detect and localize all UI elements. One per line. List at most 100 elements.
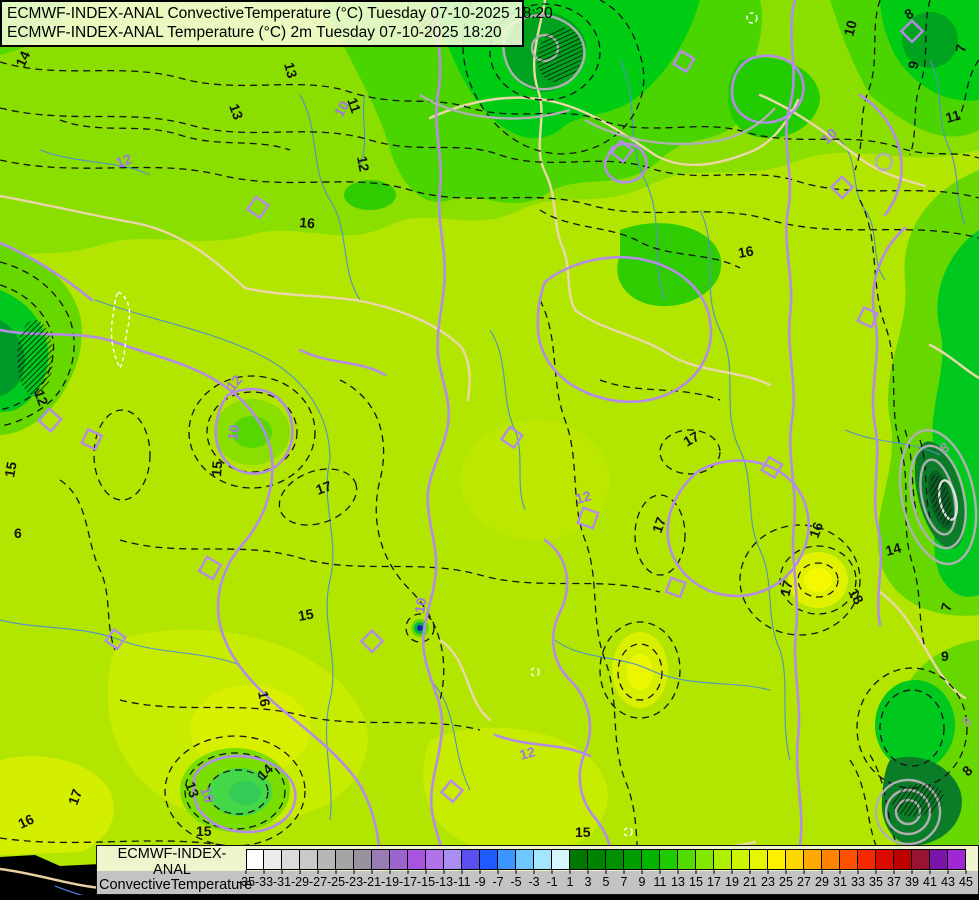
colorbar-cell <box>642 849 660 870</box>
colorbar-tickmark <box>281 870 283 874</box>
colorbar-tick-label: -13 <box>434 875 454 889</box>
colorbar-tick-label: -23 <box>344 875 364 889</box>
colorbar-tickmark <box>713 870 715 874</box>
colorbar-tickmark <box>677 870 679 874</box>
colorbar-tickmark <box>497 870 499 874</box>
colorbar-cell <box>786 849 804 870</box>
legend-meta: ECMWF-INDEX-ANAL ConvectiveTemperature °… <box>99 846 252 900</box>
colorbar-cell <box>678 849 696 870</box>
colorbar-cell <box>768 849 786 870</box>
colorbar-tickmark <box>407 870 409 874</box>
colorbar-cell <box>912 849 930 870</box>
colorbar-cell <box>660 849 678 870</box>
contour-label: 17 <box>65 787 85 807</box>
colorbar-tick-label: -3 <box>528 875 540 889</box>
contour-label-layer: 14 13 13 11 12 16 16 12 15 6 15 17 17 17 16 14 18 17 15 16 1… <box>1 5 976 840</box>
colorbar-cell <box>444 849 462 870</box>
colorbar-tickmark <box>803 870 805 874</box>
colorbar-tickmark <box>461 870 463 874</box>
colorbar-tick-label: -9 <box>474 875 486 889</box>
colorbar-tick-label: 39 <box>905 875 919 889</box>
colorbar-cell <box>570 849 588 870</box>
colorbar-cell <box>840 849 858 870</box>
colorbar-tick-label: -19 <box>380 875 400 889</box>
colorbar-cell <box>750 849 768 870</box>
colorbar-tick-label: 29 <box>815 875 829 889</box>
colorbar-tickmark <box>839 870 841 874</box>
colorbar-tick-label: 37 <box>887 875 901 889</box>
colorbar-tickmark <box>641 870 643 874</box>
colorbar-tick-label: 27 <box>797 875 811 889</box>
contour-label: 7 <box>937 601 955 613</box>
colorbar-cell <box>246 849 264 870</box>
colorbar-tickmark <box>947 870 949 874</box>
colorbar-tickmark <box>623 870 625 874</box>
contour-label: 13 <box>281 61 301 80</box>
contour-label: 9 <box>904 59 922 71</box>
colorbar-cell <box>822 849 840 870</box>
bottom-black-strip <box>0 895 979 900</box>
contour-label: 16 <box>16 811 37 832</box>
colorbar-cell <box>264 849 282 870</box>
colorbar-tick-label: -15 <box>416 875 436 889</box>
colorbar <box>246 849 966 870</box>
colorbar-tick-label: 5 <box>602 875 610 889</box>
contour-label: 15 <box>575 824 591 840</box>
contour-label: 13 <box>182 780 202 800</box>
colorbar-cell <box>804 849 822 870</box>
contour-label: 16 <box>255 690 273 708</box>
contour-label: 16 <box>737 242 755 260</box>
colorbar-tickmark <box>389 870 391 874</box>
contour-label: 7 <box>952 43 969 54</box>
colorbar-tickmark <box>335 870 337 874</box>
colorbar-tick-label: 15 <box>689 875 703 889</box>
colorbar-cell <box>876 849 894 870</box>
legend-unit: °C <box>99 893 245 900</box>
white-contours <box>110 12 758 837</box>
colorbar-cell <box>426 849 444 870</box>
contour-label: 10 <box>331 98 353 120</box>
colorbar-tickmark <box>371 870 373 874</box>
contour-label: 10 <box>411 596 429 614</box>
colorbar-tick-label: -21 <box>362 875 382 889</box>
contour-label: 9 <box>941 648 949 664</box>
colorbar-cell <box>408 849 426 870</box>
contour-label: 15 <box>297 605 315 623</box>
contour-label: 12 <box>354 155 372 173</box>
colorbar-tickmark <box>263 870 265 874</box>
colorbar-cell <box>498 849 516 870</box>
contour-label: 11 <box>344 96 364 116</box>
colorbar-tick-label: -25 <box>326 875 346 889</box>
contour-label: 15 <box>1 460 19 478</box>
colorbar-tickmark <box>425 870 427 874</box>
colorbar-tickmark <box>911 870 913 874</box>
legend: ECMWF-INDEX-ANAL ConvectiveTemperature °… <box>96 845 979 900</box>
colorbar-tick-label: -33 <box>254 875 274 889</box>
colorbar-cell <box>624 849 642 870</box>
colorbar-cell <box>318 849 336 870</box>
colorbar-tick-label: -11 <box>453 875 471 889</box>
colorbar-tickmark <box>857 870 859 874</box>
contour-label: 14 <box>12 48 33 69</box>
colorbar-tick-label: 1 <box>566 875 574 889</box>
colorbar-tick-label: 19 <box>725 875 739 889</box>
contour-label: 15 <box>196 823 212 839</box>
colorbar-tick-label: 13 <box>671 875 685 889</box>
colorbar-tickmark <box>605 870 607 874</box>
colorbar-cell <box>462 849 480 870</box>
contour-label: 6 <box>14 525 22 541</box>
colorbar-tickmark <box>875 870 877 874</box>
contour-label: 16 <box>299 214 316 231</box>
contour-label: 10 <box>224 423 242 441</box>
contour-label: 17 <box>776 578 796 597</box>
country-borders <box>0 0 979 880</box>
colorbar-cell <box>894 849 912 870</box>
colorbar-cell <box>858 849 876 870</box>
contour-label: 13 <box>226 102 246 122</box>
colorbar-tickmark <box>245 870 247 874</box>
temperature-2m-small-contours <box>37 18 925 804</box>
contour-label: 10 <box>840 18 860 37</box>
hatch-cores <box>17 13 952 817</box>
